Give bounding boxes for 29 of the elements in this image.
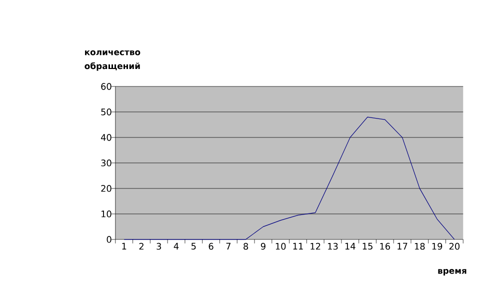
x-tick-label: 5 (191, 242, 196, 250)
x-tick-label: 1 (122, 242, 126, 250)
x-tick-label: 2 (139, 242, 144, 250)
y-axis-title: количество обращений (84, 50, 140, 71)
x-axis-title: время (438, 268, 466, 276)
x-tick-label: 16 (380, 242, 390, 250)
x-tick-label: 20 (449, 242, 460, 250)
x-tick-label: 9 (260, 242, 266, 250)
x-tick-label: 14 (345, 242, 356, 250)
y-tick-label: 30 (101, 160, 112, 166)
x-tick-label: 12 (310, 242, 320, 250)
x-tick-label: 18 (414, 242, 425, 250)
x-tick-label: 7 (226, 242, 231, 250)
x-tick-label: 3 (156, 242, 162, 250)
y-tick-label: 20 (101, 185, 112, 192)
y-tick-label: 50 (101, 108, 112, 116)
x-tick-label: 13 (328, 242, 338, 250)
y-tick-label: 10 (102, 210, 112, 218)
x-tick-label: 11 (293, 242, 303, 250)
y-tick-label: 0 (106, 236, 112, 243)
x-tick-label: 17 (398, 242, 408, 250)
x-tick-label: 19 (432, 242, 442, 250)
x-tick-label: 10 (276, 242, 286, 250)
x-tick-label: 6 (208, 242, 214, 250)
x-tick-label: 4 (174, 242, 179, 250)
x-tick-label: 8 (244, 242, 248, 250)
x-tick-label: 15 (362, 242, 372, 250)
y-tick-label: 40 (100, 134, 112, 141)
y-tick-label: 60 (101, 83, 112, 90)
